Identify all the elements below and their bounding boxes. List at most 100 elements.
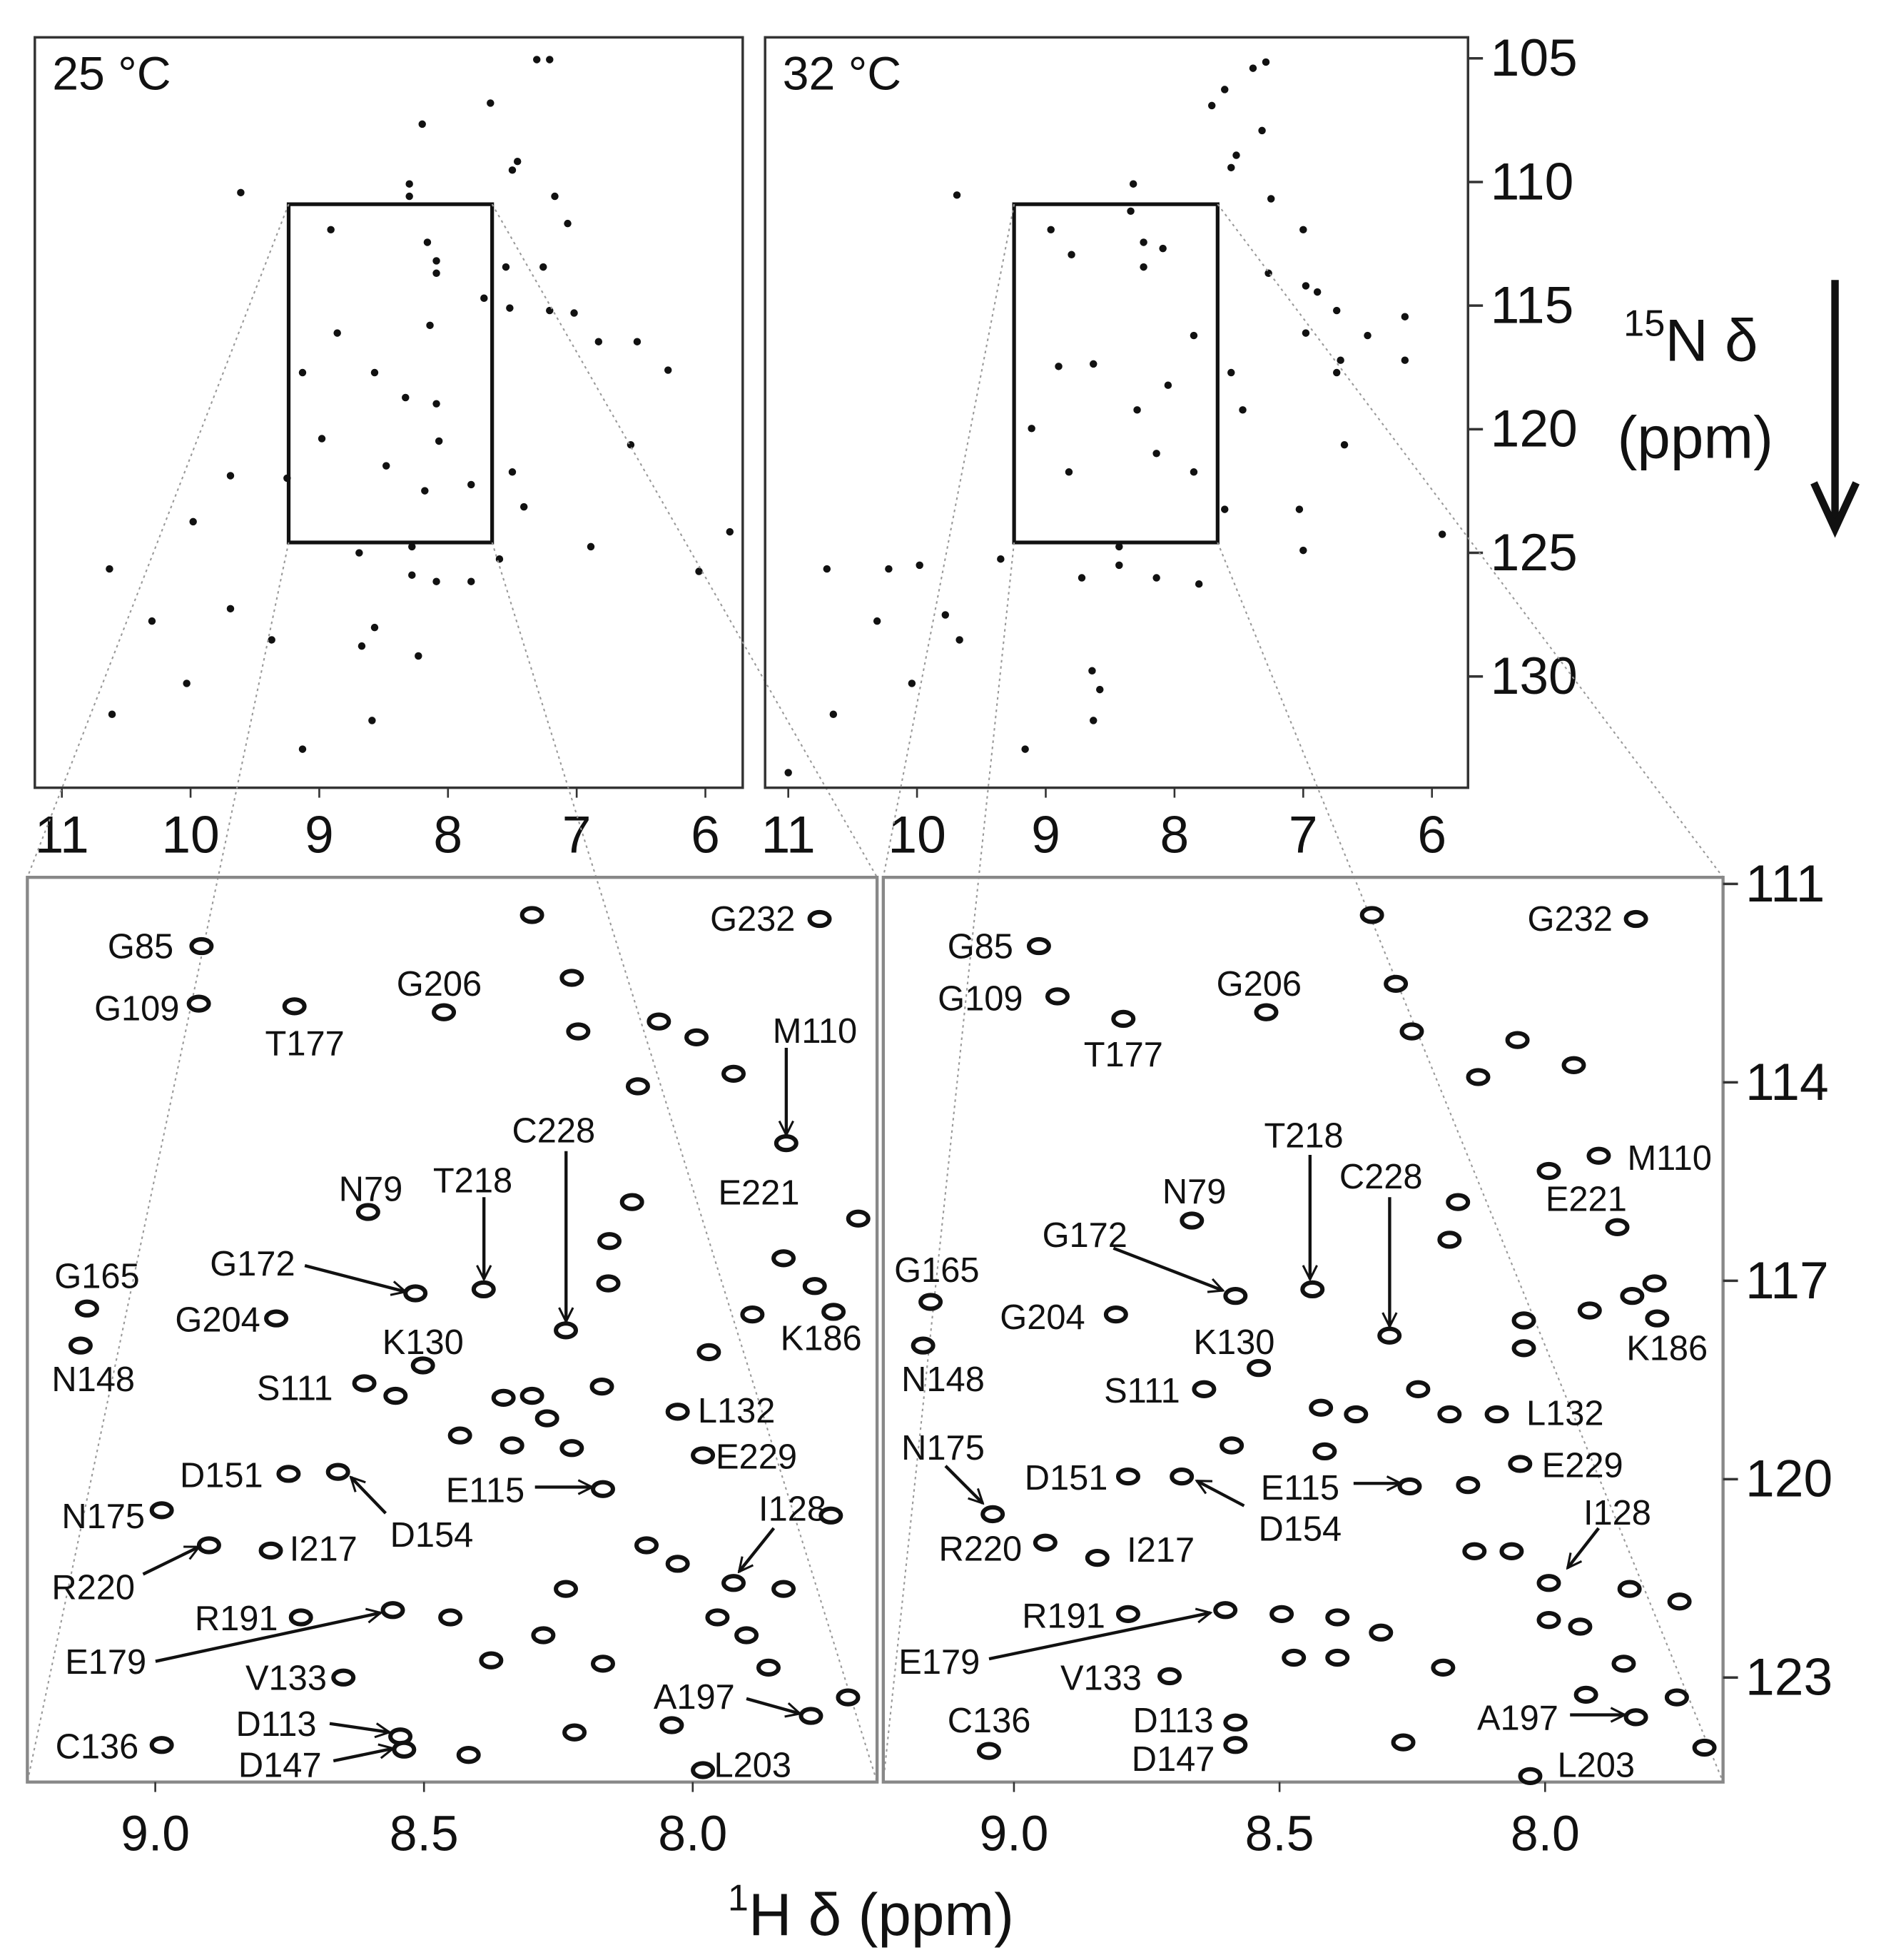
peak (1664, 1688, 1689, 1707)
x-tick-label: 9.0 (979, 1806, 1048, 1862)
peak-label: E179 (65, 1643, 146, 1682)
peak (691, 1761, 716, 1779)
peak (664, 366, 672, 374)
peak (1573, 1685, 1598, 1704)
peak (421, 487, 429, 495)
peak (435, 437, 443, 445)
y-tick-label: 117 (1745, 1251, 1829, 1310)
peak (148, 617, 156, 625)
zoom-connector (882, 542, 1015, 1782)
peak (665, 1403, 690, 1421)
peak (508, 468, 517, 476)
peak-label: R220 (938, 1530, 1022, 1568)
peak (298, 745, 307, 753)
peak (189, 936, 214, 956)
peak-label: G204 (1000, 1298, 1085, 1337)
peak (183, 680, 191, 687)
peak (276, 1465, 301, 1483)
peak (1462, 1542, 1487, 1560)
peak (1536, 1611, 1561, 1630)
peak (771, 1580, 796, 1598)
peak (1617, 1580, 1642, 1598)
peak (1300, 1280, 1325, 1299)
y-tick-label: 120 (1745, 1450, 1832, 1508)
peak (721, 1574, 746, 1592)
peak (836, 1688, 861, 1707)
peak-label: D154 (390, 1516, 474, 1555)
label-arrow (329, 1722, 390, 1732)
peak-label: I128 (759, 1490, 826, 1529)
peak-label: M110 (1627, 1139, 1711, 1178)
y-tick-label: 114 (1745, 1053, 1829, 1111)
peak (1026, 936, 1051, 956)
peak (684, 1028, 709, 1047)
peak-label: N79 (1162, 1173, 1227, 1211)
peak (1254, 1003, 1279, 1021)
peak (955, 636, 963, 644)
peak (554, 1321, 579, 1340)
peak (331, 1668, 356, 1687)
peak (534, 1409, 559, 1428)
peak-label: R191 (195, 1600, 278, 1638)
peak (282, 997, 307, 1016)
peak-label: V133 (245, 1660, 327, 1698)
y-tick-label: 110 (1491, 152, 1574, 211)
peak (508, 166, 517, 174)
peak (74, 1299, 99, 1318)
zoom-connector (491, 542, 878, 1782)
peak (1299, 546, 1307, 555)
peak (1232, 151, 1240, 159)
peak (1302, 329, 1310, 337)
peak (1152, 450, 1160, 458)
peak (479, 1651, 504, 1669)
peak (1227, 368, 1235, 377)
peak (873, 617, 881, 625)
peak (1028, 425, 1035, 433)
y-axis-label: 15N δ (1623, 303, 1758, 374)
peak (268, 636, 275, 644)
peak (1115, 561, 1123, 570)
zoom-region (1012, 202, 1220, 545)
peak-label: C228 (1339, 1158, 1423, 1196)
peak (818, 1506, 843, 1525)
peak-label: L203 (1558, 1747, 1636, 1785)
peak (1220, 1436, 1244, 1455)
peak (1667, 1592, 1692, 1611)
peak (590, 1480, 615, 1498)
peak (432, 400, 440, 408)
x-tick-label: 7 (562, 805, 592, 864)
y-tick-label: 123 (1745, 1648, 1832, 1707)
peak (108, 710, 116, 718)
peak-label: K130 (382, 1323, 464, 1362)
peak (149, 1736, 174, 1754)
peak-label: C136 (56, 1728, 139, 1767)
panel-title: 32 °C (783, 48, 901, 101)
zoom-connector (491, 203, 878, 878)
peak (333, 329, 341, 337)
peak-label: S111 (257, 1369, 333, 1408)
peak (1170, 1467, 1195, 1486)
peak (327, 226, 335, 234)
peak (506, 304, 514, 312)
peak (392, 1740, 417, 1759)
peak-label: N79 (339, 1170, 403, 1208)
peak (533, 56, 541, 64)
peak (941, 611, 950, 619)
peak (196, 1536, 221, 1555)
peak (403, 1284, 428, 1303)
peak (953, 191, 961, 199)
peak (513, 157, 522, 166)
zoom-connector (1217, 542, 1724, 1783)
peak (298, 368, 307, 377)
peak (189, 517, 197, 526)
peak (1152, 574, 1160, 582)
peak-label: C228 (512, 1112, 595, 1151)
peak (691, 1446, 716, 1465)
peak-label: E221 (1546, 1180, 1627, 1218)
peak (519, 502, 528, 511)
peak (1090, 717, 1097, 724)
peak (1325, 1608, 1350, 1627)
peak (846, 1209, 871, 1228)
peak (1438, 530, 1446, 538)
